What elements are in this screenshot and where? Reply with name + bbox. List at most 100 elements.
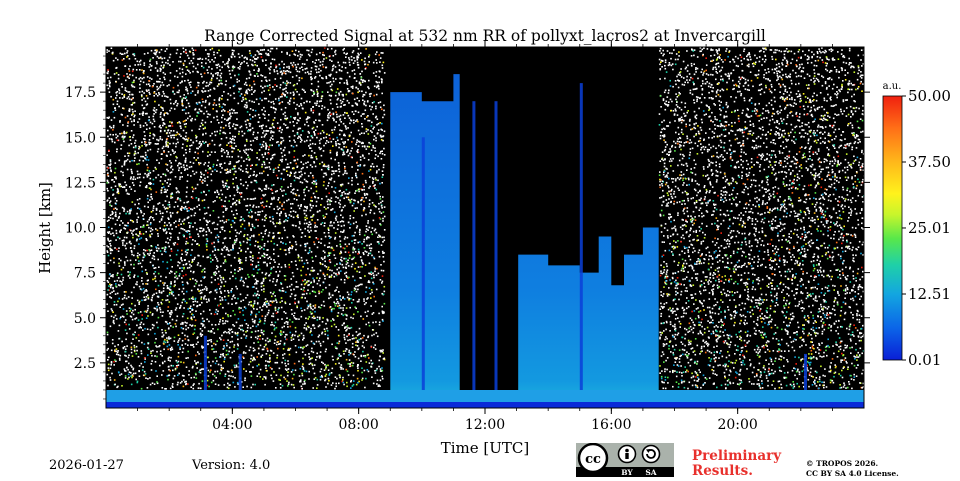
noise-speck <box>190 236 192 238</box>
noise-speck <box>375 139 377 142</box>
noise-speck <box>383 206 386 208</box>
noise-speck <box>309 147 312 149</box>
noise-speck <box>326 165 328 168</box>
noise-speck <box>144 310 147 313</box>
noise-speck <box>315 183 318 185</box>
noise-speck <box>377 129 380 131</box>
noise-speck <box>272 293 274 295</box>
noise-speck <box>291 203 294 205</box>
noise-speck <box>232 168 235 170</box>
noise-speck <box>288 99 291 102</box>
noise-speck <box>374 370 376 372</box>
noise-speck <box>323 206 326 208</box>
noise-speck <box>330 308 333 311</box>
noise-speck <box>243 234 246 236</box>
noise-speck <box>326 200 329 203</box>
noise-speck <box>363 247 366 249</box>
noise-speck <box>312 215 314 217</box>
noise-speck <box>117 344 119 346</box>
noise-speck <box>326 319 329 322</box>
noise-speck <box>179 346 181 349</box>
noise-speck <box>150 249 153 251</box>
noise-speck <box>262 236 264 238</box>
noise-speck <box>343 133 346 136</box>
noise-speck <box>332 112 335 115</box>
noise-speck <box>240 337 243 339</box>
noise-speck <box>233 186 235 189</box>
noise-speck <box>246 234 249 236</box>
noise-speck <box>222 367 224 369</box>
noise-speck <box>331 89 334 92</box>
noise-speck <box>348 57 350 59</box>
noise-speck <box>219 132 221 135</box>
noise-speck <box>339 374 341 377</box>
noise-speck <box>228 163 230 165</box>
noise-speck <box>353 113 355 115</box>
noise-speck <box>276 85 278 87</box>
noise-speck <box>368 357 370 359</box>
noise-speck <box>323 232 326 234</box>
noise-speck <box>383 109 385 112</box>
noise-speck <box>274 98 277 100</box>
noise-speck <box>107 367 110 369</box>
noise-speck <box>134 146 137 149</box>
noise-speck <box>182 275 185 277</box>
noise-speck <box>328 379 330 382</box>
noise-speck <box>245 106 248 109</box>
noise-speck <box>335 142 337 145</box>
noise-speck <box>233 294 235 297</box>
noise-speck <box>131 302 133 305</box>
noise-speck <box>347 334 350 336</box>
noise-speck <box>369 249 372 252</box>
noise-speck <box>359 228 361 231</box>
noise-speck <box>306 121 308 123</box>
noise-speck <box>244 151 246 153</box>
noise-speck <box>328 292 331 295</box>
noise-speck <box>158 220 161 223</box>
noise-speck <box>162 247 165 249</box>
noise-speck <box>383 312 385 314</box>
noise-speck <box>122 308 125 310</box>
noise-speck <box>383 239 386 242</box>
noise-speck <box>185 382 187 385</box>
noise-speck <box>235 285 237 288</box>
noise-speck <box>382 139 384 142</box>
noise-speck <box>341 220 343 222</box>
noise-speck <box>210 381 213 384</box>
noise-speck <box>173 222 175 224</box>
noise-speck <box>202 91 204 93</box>
noise-speck <box>215 272 218 275</box>
noise-speck <box>174 75 176 78</box>
noise-speck <box>362 208 365 211</box>
noise-speck <box>176 156 178 159</box>
noise-speck <box>108 138 111 140</box>
noise-speck <box>224 373 227 375</box>
noise-speck <box>175 145 177 148</box>
noise-speck <box>177 339 180 342</box>
noise-speck <box>198 353 200 355</box>
noise-speck <box>146 309 149 312</box>
noise-speck <box>139 80 142 83</box>
noise-speck <box>232 125 234 128</box>
noise-speck <box>381 122 383 125</box>
noise-speck <box>288 151 291 153</box>
noise-speck <box>218 79 221 82</box>
noise-speck <box>249 125 251 127</box>
noise-speck <box>338 115 340 118</box>
noise-speck <box>128 241 131 244</box>
noise-speck <box>313 241 315 243</box>
noise-speck <box>109 249 112 252</box>
noise-speck <box>182 361 185 364</box>
noise-speck <box>270 374 272 377</box>
noise-speck <box>123 297 126 299</box>
noise-speck <box>225 136 228 139</box>
noise-speck <box>153 383 156 385</box>
noise-speck <box>262 280 265 282</box>
noise-speck <box>240 93 243 95</box>
noise-speck <box>369 252 372 255</box>
noise-speck <box>294 193 297 195</box>
noise-speck <box>329 99 332 101</box>
noise-speck <box>217 283 220 285</box>
noise-speck <box>258 321 261 323</box>
noise-speck <box>303 140 306 143</box>
